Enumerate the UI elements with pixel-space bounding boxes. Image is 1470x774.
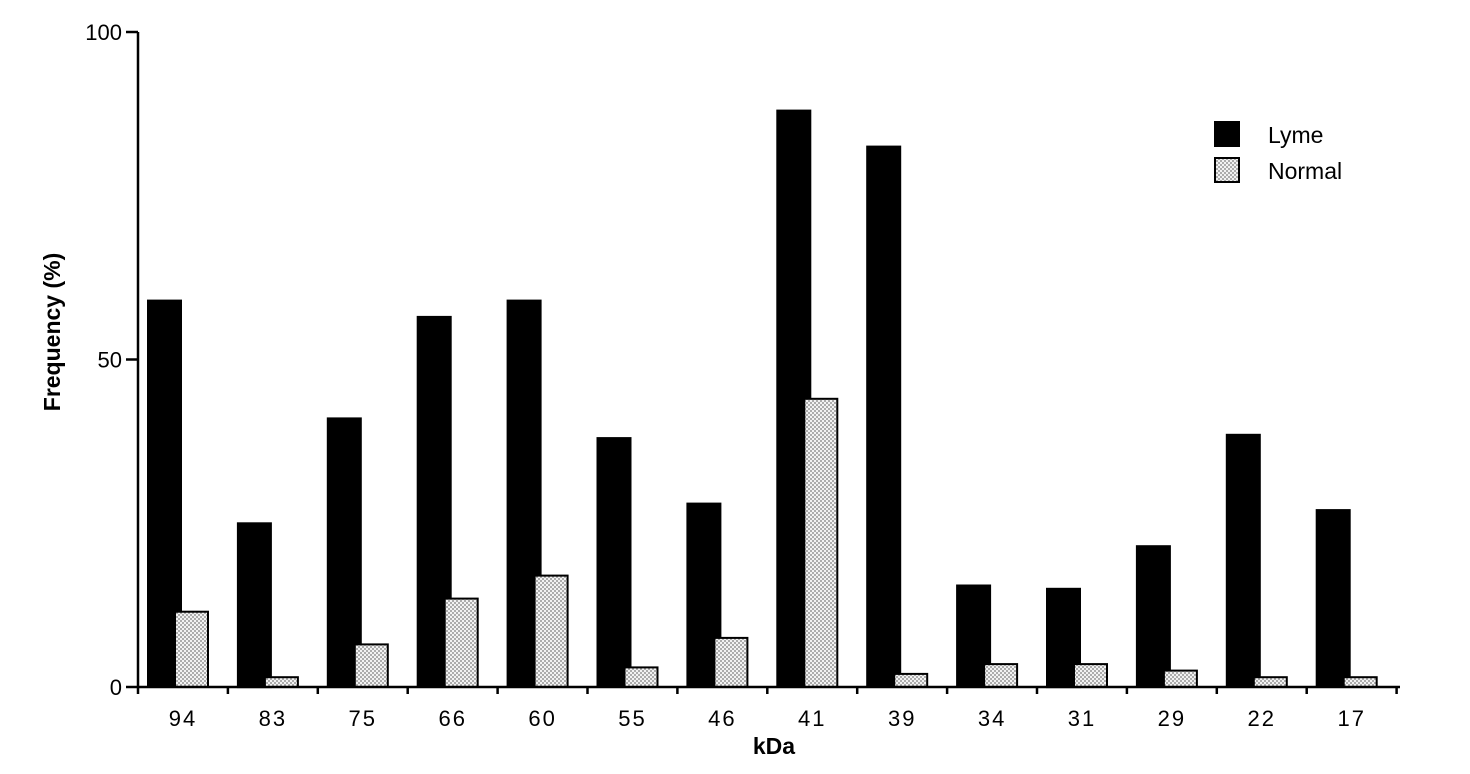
x-tick-label-60: 60 — [528, 706, 556, 731]
y-axis-title: Frequency (%) — [39, 253, 65, 411]
bar-lyme-39 — [866, 145, 902, 689]
legend-swatch-normal — [1214, 157, 1240, 183]
x-tick-label-29: 29 — [1158, 706, 1186, 731]
legend-label-normal: Normal — [1268, 158, 1342, 184]
bar-normal-31 — [1073, 663, 1108, 688]
x-tick-label-55: 55 — [618, 706, 646, 731]
bar-normal-66 — [443, 597, 479, 688]
bar-normal-41 — [803, 397, 839, 688]
x-tick-label-66: 66 — [438, 706, 466, 731]
x-tick-label-31: 31 — [1068, 706, 1096, 731]
x-tick-label-22: 22 — [1248, 706, 1276, 731]
bar-normal-22 — [1252, 676, 1288, 689]
bar-normal-55 — [623, 666, 659, 689]
bar-normal-46 — [713, 636, 749, 689]
y-tick-label-100: 100 — [85, 20, 122, 45]
x-tick-label-17: 17 — [1337, 706, 1365, 731]
bar-lyme-29 — [1135, 545, 1171, 689]
y-tick-label-50: 50 — [98, 348, 122, 373]
bars-layer — [147, 109, 1378, 689]
bar-normal-17 — [1342, 676, 1378, 689]
labels-layer: 0 50 100 94 83 75 66 60 55 46 41 39 34 31 29 22 17 kDa Fre… — [39, 20, 1365, 759]
bar-lyme-22 — [1225, 433, 1261, 688]
bar-lyme-83 — [236, 522, 272, 689]
legend: Lyme Normal — [1214, 121, 1342, 184]
bar-normal-34 — [983, 663, 1019, 688]
bar-normal-29 — [1162, 669, 1198, 688]
x-tick-label-75: 75 — [349, 706, 377, 731]
bar-normal-75 — [353, 643, 389, 689]
x-axis-title: kDa — [753, 733, 795, 759]
x-tick-label-94: 94 — [169, 706, 197, 731]
y-tick-label-0: 0 — [110, 675, 122, 700]
legend-label-lyme: Lyme — [1268, 122, 1323, 148]
bar-normal-39 — [893, 672, 929, 689]
x-tick-label-39: 39 — [888, 706, 916, 731]
x-tick-label-41: 41 — [798, 706, 826, 731]
bar-lyme-55 — [596, 437, 632, 688]
bar-lyme-17 — [1315, 509, 1351, 688]
x-tick-label-46: 46 — [708, 706, 736, 731]
legend-swatch-lyme — [1214, 121, 1240, 147]
x-tick-label-34: 34 — [978, 706, 1006, 731]
x-tick-label-83: 83 — [259, 706, 287, 731]
bar-normal-60 — [533, 574, 569, 688]
bar-normal-94 — [174, 610, 209, 689]
bar-normal-83 — [263, 676, 299, 689]
bar-lyme-94 — [147, 299, 182, 688]
axes-layer — [126, 30, 1400, 694]
